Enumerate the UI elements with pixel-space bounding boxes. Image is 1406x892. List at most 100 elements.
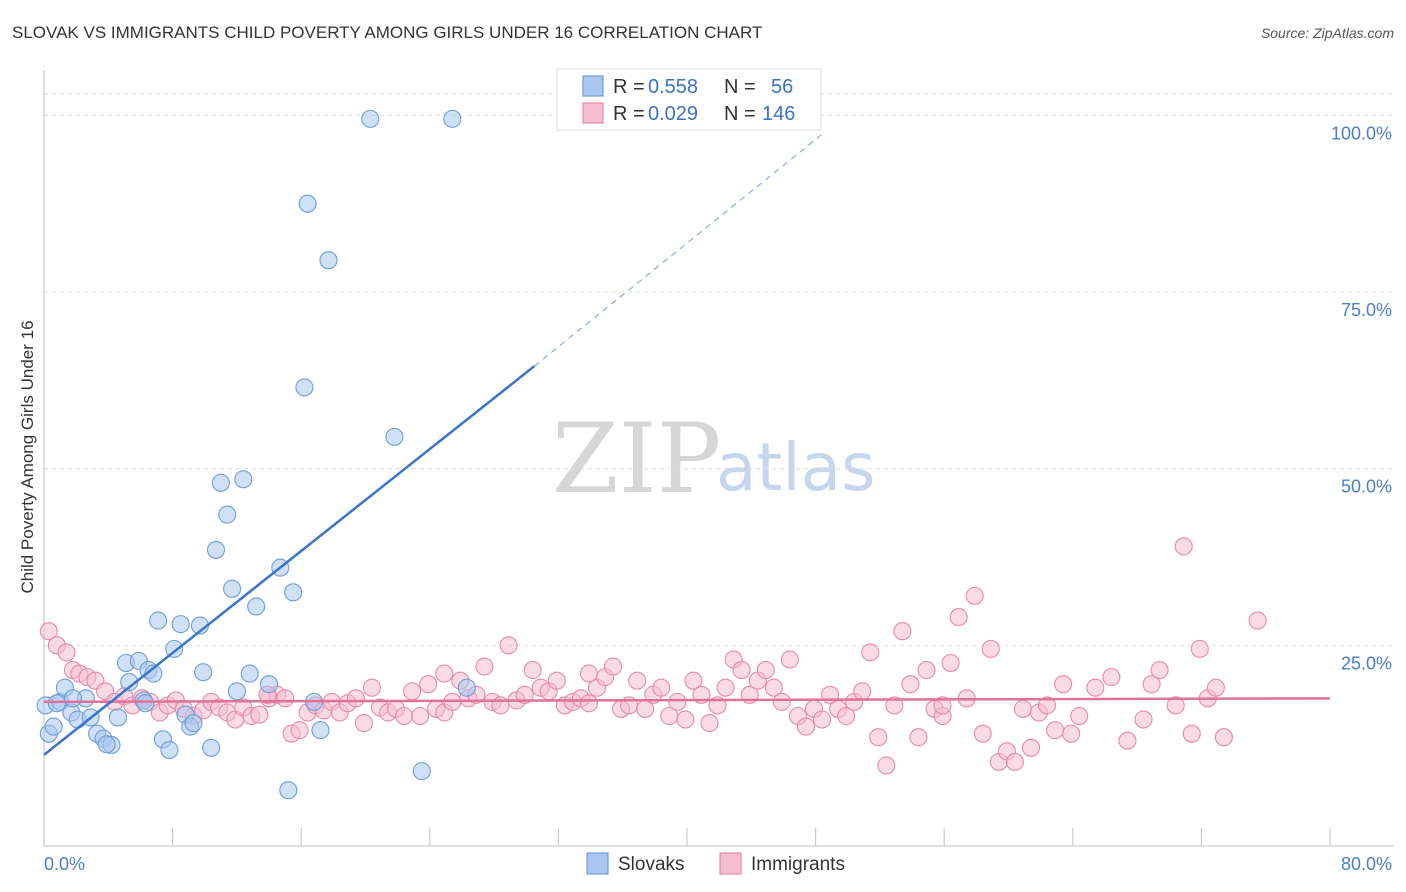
immigrants-point-69 xyxy=(604,657,623,676)
immigrants-point-66 xyxy=(579,694,598,713)
immigrants-point-0 xyxy=(39,622,58,641)
slovaks-point-45 xyxy=(311,721,330,740)
immigrants-point-78 xyxy=(676,710,695,729)
immigrants-point-120 xyxy=(1013,699,1033,718)
slovaks-point-55 xyxy=(47,694,66,713)
immigrants-point-72 xyxy=(628,671,647,690)
immigrants-point-132 xyxy=(1142,675,1161,694)
immigrants-point-106 xyxy=(901,675,920,694)
immigrants-point-46 xyxy=(419,675,438,694)
y-tick-label-75: 75.0% xyxy=(1341,300,1392,320)
y-tick-labels: 25.0% 50.0% 75.0% 100.0% xyxy=(1331,123,1392,673)
x-tick-min: 0.0% xyxy=(44,854,85,874)
slovaks-point-38 xyxy=(259,675,279,694)
legend-r-label-immigrants: R = xyxy=(613,103,645,125)
legend-r-value-slovaks: 0.558 xyxy=(648,76,698,98)
chart-source: Source: ZipAtlas.com xyxy=(1261,25,1394,41)
immigrants-point-79 xyxy=(684,671,703,690)
bottom-legend-label-slovaks: Slovaks xyxy=(618,854,685,875)
immigrants-point-142 xyxy=(933,696,952,715)
slovaks-point-23 xyxy=(171,615,190,634)
legend-n-value-slovaks: 56 xyxy=(771,76,793,98)
immigrants-point-134 xyxy=(1166,696,1185,715)
slovaks-point-49 xyxy=(412,762,431,781)
immigrants-point-43 xyxy=(395,706,414,726)
immigrants-point-116 xyxy=(981,639,1000,658)
slovaks-point-41 xyxy=(284,583,303,602)
immigrants-point-45 xyxy=(411,706,430,726)
immigrants-point-125 xyxy=(1054,675,1073,694)
immigrants-point-95 xyxy=(812,710,832,729)
immigrants-point-56 xyxy=(499,636,518,655)
immigrants-point-103 xyxy=(877,756,896,775)
slovaks-trend-extension xyxy=(533,132,824,367)
legend-n-label-immigrants: N = xyxy=(724,103,756,125)
bottom-legend-swatch-slovaks xyxy=(586,852,609,875)
immigrants-point-101 xyxy=(861,643,880,662)
immigrants-point-144 xyxy=(435,664,454,683)
slovaks-point-46 xyxy=(319,251,338,270)
slovaks-point-47 xyxy=(361,109,380,128)
slovaks-point-48 xyxy=(385,427,404,446)
immigrants-point-91 xyxy=(780,650,799,669)
immigrants-point-58 xyxy=(515,685,534,704)
immigrants-point-59 xyxy=(523,661,542,680)
immigrants-point-89 xyxy=(764,678,783,697)
slovaks-point-50 xyxy=(443,109,462,128)
immigrants-point-30 xyxy=(290,721,309,740)
y-tick-label-50: 50.0% xyxy=(1341,477,1392,497)
immigrants-point-112 xyxy=(949,608,968,627)
immigrants-point-37 xyxy=(346,689,365,708)
immigrants-point-88 xyxy=(756,661,775,680)
immigrants-point-121 xyxy=(1021,738,1041,757)
immigrants-point-81 xyxy=(700,714,719,733)
immigrants-point-141 xyxy=(1248,611,1267,630)
bottom-legend: Slovaks Immigrants xyxy=(586,852,845,875)
legend-r-label-slovaks: R = xyxy=(613,76,645,98)
immigrants-point-136 xyxy=(1182,724,1201,743)
immigrants-point-130 xyxy=(1118,731,1137,750)
slovaks-point-40 xyxy=(279,781,298,800)
slovaks-point-2 xyxy=(44,717,63,736)
slovaks-point-33 xyxy=(223,579,242,598)
slovaks-point-29 xyxy=(202,738,221,757)
immigrants-point-124 xyxy=(1046,721,1065,740)
immigrants-point-39 xyxy=(362,678,381,697)
immigrants-point-108 xyxy=(917,661,936,680)
trend-lines xyxy=(43,132,1331,756)
immigrants-point-105 xyxy=(893,622,912,641)
immigrants-point-93 xyxy=(796,717,816,736)
immigrants-trend-line xyxy=(43,697,1331,704)
stats-legend: R = 0.558 N = 56 R = 0.029 N = 146 xyxy=(556,68,822,131)
immigrants-point-90 xyxy=(772,692,791,711)
slovaks-point-30 xyxy=(206,540,226,559)
immigrants-point-25 xyxy=(250,705,269,724)
series-slovaks xyxy=(36,109,476,800)
series-immigrants xyxy=(39,537,1267,775)
immigrants-point-2 xyxy=(57,643,76,662)
bottom-legend-swatch-immigrants xyxy=(719,852,742,875)
immigrants-point-104 xyxy=(885,696,904,715)
grid-lines xyxy=(44,93,1394,646)
slovaks-point-12 xyxy=(108,708,127,727)
legend-swatch-slovaks xyxy=(582,75,604,97)
slovaks-point-31 xyxy=(211,473,230,492)
slovaks-point-36 xyxy=(240,664,259,683)
immigrants-point-119 xyxy=(1005,752,1024,771)
immigrants-point-38 xyxy=(354,714,373,733)
x-tick-max: 80.0% xyxy=(1341,854,1392,874)
immigrants-point-62 xyxy=(547,671,566,690)
axes xyxy=(43,70,1394,847)
immigrants-point-102 xyxy=(869,728,888,747)
slovaks-point-34 xyxy=(227,682,246,701)
slovaks-point-32 xyxy=(218,505,237,524)
slovaks-point-53 xyxy=(97,735,116,754)
immigrants-point-139 xyxy=(1206,678,1225,697)
immigrants-point-137 xyxy=(1190,639,1209,658)
watermark-atlas: atlas xyxy=(716,429,876,506)
slovaks-point-37 xyxy=(247,597,266,616)
slovaks-point-42 xyxy=(295,378,314,397)
slovaks-trend-line xyxy=(43,365,536,756)
immigrants-point-128 xyxy=(1086,678,1105,697)
